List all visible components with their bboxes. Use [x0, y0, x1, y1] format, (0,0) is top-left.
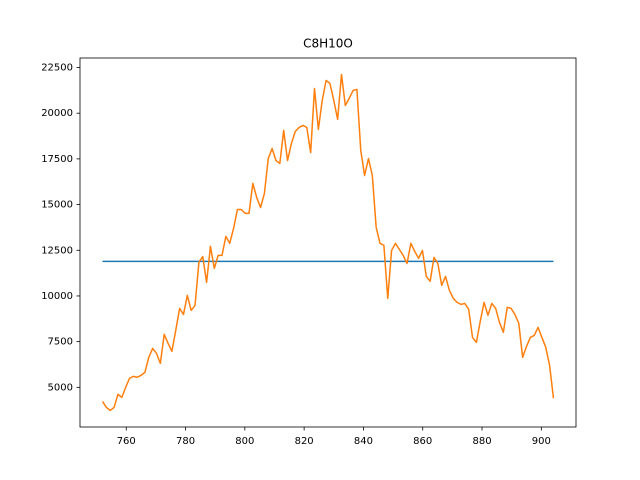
- y-tick-label: 7500: [48, 337, 73, 348]
- y-tick-label: 22500: [41, 63, 73, 74]
- x-tick-label: 880: [472, 436, 491, 447]
- y-tick-label: 17500: [41, 154, 73, 165]
- y-tick-label: 12500: [41, 245, 73, 256]
- x-tick-label: 820: [295, 436, 314, 447]
- chart-title: C8H10O: [303, 37, 353, 51]
- x-tick-label: 840: [354, 436, 373, 447]
- y-tick-label: 10000: [41, 291, 73, 302]
- y-tick-label: 15000: [41, 200, 73, 211]
- x-tick-label: 760: [117, 436, 136, 447]
- data-line: [101, 73, 555, 412]
- x-tick-label: 900: [532, 436, 551, 447]
- y-tick-label: 20000: [41, 108, 73, 119]
- x-tick-label: 800: [235, 436, 254, 447]
- y-tick-label: 5000: [48, 382, 73, 393]
- x-tick-label: 860: [413, 436, 432, 447]
- axes-frame: [79, 57, 577, 428]
- x-tick-label: 780: [176, 436, 195, 447]
